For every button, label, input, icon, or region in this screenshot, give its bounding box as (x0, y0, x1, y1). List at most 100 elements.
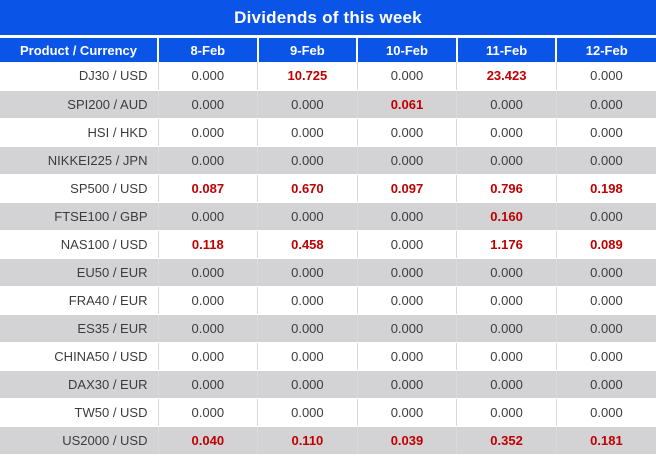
dividend-value-cell: 0.000 (257, 286, 358, 315)
dividend-value-cell: 0.000 (456, 286, 557, 315)
dividend-value-cell: 0.000 (257, 398, 358, 427)
dividend-value-cell: 0.000 (158, 146, 259, 175)
product-cell: SPI200 / AUD (0, 90, 159, 119)
dividend-value-cell: 0.089 (556, 230, 656, 259)
dividend-value-cell: 1.176 (456, 230, 557, 259)
product-cell: DAX30 / EUR (0, 370, 159, 399)
dividend-value-cell: 0.796 (456, 174, 557, 203)
dividend-value-cell: 0.000 (456, 370, 557, 399)
table-row: NIKKEI225 / JPN 0.000 0.000 0.000 0.000 0.000 (0, 146, 656, 175)
table-row: FTSE100 / GBP 0.000 0.000 0.000 0.160 0.000 (0, 202, 656, 231)
dividend-value-cell: 0.000 (257, 314, 358, 343)
dividend-value-cell: 0.000 (257, 370, 358, 399)
dividend-value-cell: 0.000 (357, 314, 458, 343)
product-cell: SP500 / USD (0, 174, 159, 203)
dividend-value-cell: 0.000 (158, 370, 259, 399)
dividend-value-cell: 0.000 (556, 90, 656, 119)
date-column-header: 8-Feb (157, 38, 258, 62)
product-cell: NAS100 / USD (0, 230, 159, 259)
table-row: HSI / HKD 0.000 0.000 0.000 0.000 0.000 (0, 118, 656, 147)
dividend-value-cell: 0.087 (158, 174, 259, 203)
product-cell: ES35 / EUR (0, 314, 159, 343)
date-column-header: 9-Feb (256, 38, 358, 62)
dividend-value-cell: 0.000 (158, 286, 259, 315)
table-row: ES35 / EUR 0.000 0.000 0.000 0.000 0.000 (0, 314, 656, 343)
dividend-value-cell: 0.181 (556, 426, 656, 455)
table-row: US2000 / USD 0.040 0.110 0.039 0.352 0.181 (0, 426, 656, 455)
product-column-header: Product / Currency (0, 38, 158, 62)
dividend-value-cell: 0.000 (456, 90, 557, 119)
table-row: EU50 / EUR 0.000 0.000 0.000 0.000 0.000 (0, 258, 656, 287)
dividend-value-cell: 0.000 (556, 258, 656, 287)
dividend-value-cell: 0.000 (556, 342, 656, 371)
dividend-value-cell: 0.000 (357, 146, 458, 175)
dividend-value-cell: 0.000 (556, 314, 656, 343)
table-row: SP500 / USD 0.087 0.670 0.097 0.796 0.198 (0, 174, 656, 203)
dividend-value-cell: 0.000 (556, 286, 656, 315)
dividend-value-cell: 0.000 (556, 146, 656, 175)
product-cell: HSI / HKD (0, 118, 159, 147)
table-body: DJ30 / USD 0.000 10.725 0.000 23.423 0.000 SPI… (0, 62, 656, 455)
product-cell: CHINA50 / USD (0, 342, 159, 371)
dividend-value-cell: 0.000 (158, 202, 259, 231)
dividend-value-cell: 0.118 (158, 230, 259, 259)
dividend-value-cell: 0.000 (357, 202, 458, 231)
date-column-header: 10-Feb (356, 38, 457, 62)
dividend-value-cell: 0.352 (456, 426, 557, 455)
dividend-value-cell: 0.040 (158, 426, 259, 455)
product-cell: EU50 / EUR (0, 258, 159, 287)
dividend-value-cell: 0.000 (357, 118, 458, 147)
dividend-value-cell: 0.000 (158, 118, 259, 147)
dividend-value-cell: 0.000 (357, 342, 458, 371)
dividend-value-cell: 0.000 (357, 258, 458, 287)
dividend-value-cell: 0.670 (257, 174, 358, 203)
dividend-value-cell: 0.097 (357, 174, 458, 203)
dividend-value-cell: 0.000 (556, 370, 656, 399)
date-column-header: 12-Feb (555, 38, 656, 62)
dividend-value-cell: 0.000 (357, 62, 458, 91)
dividend-value-cell: 23.423 (456, 62, 557, 91)
dividend-value-cell: 0.000 (456, 398, 557, 427)
dividend-value-cell: 0.000 (456, 258, 557, 287)
dividend-value-cell: 0.000 (357, 286, 458, 315)
dividend-value-cell: 0.000 (556, 398, 656, 427)
dividend-value-cell: 0.061 (357, 90, 458, 119)
dividend-value-cell: 0.000 (556, 62, 656, 91)
dividend-value-cell: 0.000 (357, 370, 458, 399)
product-cell: FTSE100 / GBP (0, 202, 159, 231)
dividend-value-cell: 0.000 (456, 118, 557, 147)
dividend-value-cell: 0.000 (456, 146, 557, 175)
dividend-value-cell: 0.000 (456, 342, 557, 371)
product-cell: NIKKEI225 / JPN (0, 146, 159, 175)
product-cell: DJ30 / USD (0, 62, 159, 91)
product-cell: FRA40 / EUR (0, 286, 159, 315)
table-row: DJ30 / USD 0.000 10.725 0.000 23.423 0.000 (0, 62, 656, 91)
dividend-value-cell: 0.000 (257, 118, 358, 147)
dividends-table: Product / Currency 8-Feb 9-Feb 10-Feb 11-Feb… (0, 38, 656, 455)
dividend-value-cell: 0.000 (556, 202, 656, 231)
dividend-value-cell: 0.110 (257, 426, 358, 455)
table-row: DAX30 / EUR 0.000 0.000 0.000 0.000 0.000 (0, 370, 656, 399)
dividend-value-cell: 0.000 (158, 62, 259, 91)
table-row: CHINA50 / USD 0.000 0.000 0.000 0.000 0.000 (0, 342, 656, 371)
product-cell: US2000 / USD (0, 426, 159, 455)
dividend-value-cell: 0.000 (257, 342, 358, 371)
table-title: Dividends of this week (0, 0, 656, 35)
table-row: FRA40 / EUR 0.000 0.000 0.000 0.000 0.000 (0, 286, 656, 315)
table-row: SPI200 / AUD 0.000 0.000 0.061 0.000 0.000 (0, 90, 656, 119)
dividend-value-cell: 0.458 (257, 230, 358, 259)
dividend-value-cell: 0.000 (357, 230, 458, 259)
header-row: Product / Currency 8-Feb 9-Feb 10-Feb 11-Feb… (0, 38, 656, 62)
table-row: NAS100 / USD 0.118 0.458 0.000 1.176 0.089 (0, 230, 656, 259)
dividend-value-cell: 0.000 (556, 118, 656, 147)
date-column-header: 11-Feb (455, 38, 557, 62)
dividend-value-cell: 0.000 (257, 202, 358, 231)
dividend-value-cell: 0.000 (257, 258, 358, 287)
dividend-value-cell: 0.000 (257, 90, 358, 119)
dividend-value-cell: 0.160 (456, 202, 557, 231)
dividend-value-cell: 0.000 (158, 398, 259, 427)
dividend-value-cell: 0.198 (556, 174, 656, 203)
dividend-value-cell: 0.000 (257, 146, 358, 175)
dividend-value-cell: 0.000 (357, 398, 458, 427)
